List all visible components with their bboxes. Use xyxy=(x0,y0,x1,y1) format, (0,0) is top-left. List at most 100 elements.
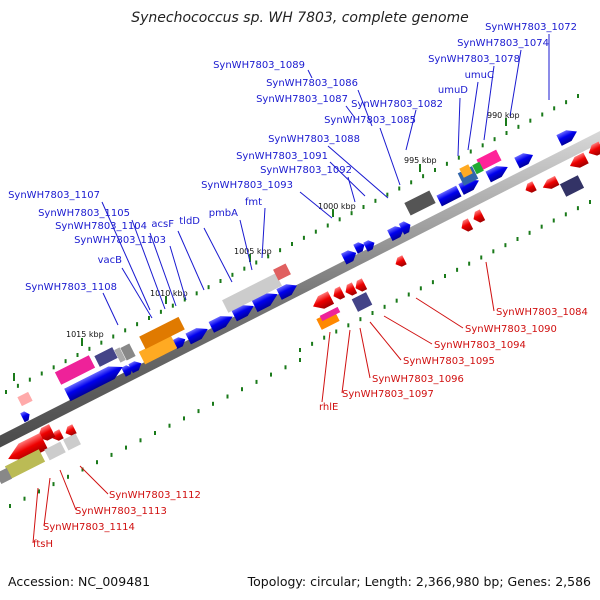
forward-gene-labels: SynWH7803_1072 SynWH7803_1074 SynWH7803_… xyxy=(8,22,577,293)
gene-label-rhlE: rhlE xyxy=(319,402,338,413)
genome-summary-text: Topology: circular; Length: 2,366,980 bp… xyxy=(247,574,591,589)
forward-gene xyxy=(276,284,297,300)
gene-label-1114: SynWH7803_1114 xyxy=(43,522,135,533)
reverse-gene xyxy=(542,175,560,189)
tick-label-1010: 1010 kbp xyxy=(150,289,188,298)
reverse-strand-genes xyxy=(0,141,600,485)
tick-label-1005: 1005 kbp xyxy=(234,247,272,256)
gene-label-1113: SynWH7803_1113 xyxy=(75,506,167,517)
forward-gene xyxy=(185,328,208,345)
forward-gene xyxy=(120,343,136,361)
forward-gene xyxy=(231,305,254,322)
reverse-label-leaders xyxy=(32,261,495,544)
gene-label-1096: SynWH7803_1096 xyxy=(372,374,464,385)
gene-label-1072: SynWH7803_1072 xyxy=(485,22,577,33)
gene-label-1097: SynWH7803_1097 xyxy=(342,389,434,400)
gene-label-1078: SynWH7803_1078 xyxy=(428,54,520,65)
gene-label-umuD: umuD xyxy=(438,85,468,96)
gene-label-1074: SynWH7803_1074 xyxy=(457,38,549,49)
gene-label-1093: SynWH7803_1093 xyxy=(201,180,293,191)
forward-label-leaders xyxy=(101,34,550,326)
reverse-gene xyxy=(0,467,13,485)
reverse-gene xyxy=(395,255,407,267)
gene-label-ftsH: ftsH xyxy=(33,539,53,550)
tick-label-1015: 1015 kbp xyxy=(66,330,104,339)
gene-label-1087: SynWH7803_1087 xyxy=(256,94,348,105)
gene-label-1112: SynWH7803_1112 xyxy=(109,490,201,501)
forward-gene xyxy=(459,164,473,178)
forward-gene xyxy=(139,316,185,350)
gene-label-1094: SynWH7803_1094 xyxy=(434,340,526,351)
forward-gene xyxy=(114,347,126,363)
scale-tick-labels: 990 kbp 995 kbp 1000 kbp 1005 kbp 1010 k… xyxy=(66,111,520,339)
reverse-gene xyxy=(525,181,537,193)
gene-label-1091: SynWH7803_1091 xyxy=(236,151,328,162)
genome-backbone xyxy=(0,131,600,448)
scale-ticks xyxy=(5,94,591,508)
forward-gene xyxy=(251,293,278,313)
forward-gene xyxy=(472,161,484,175)
forward-gene xyxy=(485,166,508,183)
gene-label-1085: SynWH7803_1085 xyxy=(324,115,416,126)
reverse-gene xyxy=(345,282,358,296)
reverse-gene xyxy=(37,424,56,441)
forward-gene xyxy=(514,153,534,169)
tick-label-995: 995 kbp xyxy=(404,156,437,165)
tick-label-990: 990 kbp xyxy=(487,111,520,120)
gene-label-1084: SynWH7803_1084 xyxy=(496,307,588,318)
forward-gene xyxy=(404,190,436,216)
reverse-gene xyxy=(351,292,373,312)
forward-gene xyxy=(94,347,118,367)
reverse-gene xyxy=(333,286,346,300)
gene-label-umuC: umuC xyxy=(465,70,494,81)
reverse-gene xyxy=(44,441,66,461)
forward-gene xyxy=(353,242,365,254)
reverse-gene xyxy=(588,141,600,156)
reverse-gene xyxy=(569,152,589,168)
forward-gene xyxy=(54,355,96,385)
gene-label-1088: SynWH7803_1088 xyxy=(268,134,360,145)
gene-label-1105: SynWH7803_1105 xyxy=(38,208,130,219)
gene-label-1104: SynWH7803_1104 xyxy=(55,221,147,232)
reverse-gene xyxy=(63,433,81,451)
gene-label-acsF: acsF xyxy=(151,219,174,230)
gene-label-1089: SynWH7803_1089 xyxy=(213,60,305,71)
forward-gene xyxy=(556,130,577,146)
reverse-gene xyxy=(65,424,77,436)
gene-label-1090: SynWH7803_1090 xyxy=(465,324,557,335)
forward-gene xyxy=(20,411,30,423)
reverse-gene xyxy=(4,449,46,479)
gene-label-pmbA: pmbA xyxy=(209,208,238,219)
reverse-gene-labels: SynWH7803_1084 SynWH7803_1090 SynWH7803_… xyxy=(33,307,588,550)
reverse-gene xyxy=(461,218,474,232)
accession-text: Accession: NC_009481 xyxy=(8,574,150,589)
forward-gene xyxy=(208,316,233,333)
gene-label-fmt: fmt xyxy=(245,197,262,208)
forward-gene xyxy=(64,366,123,402)
gene-label-1095: SynWH7803_1095 xyxy=(403,356,495,367)
reverse-gene xyxy=(319,306,341,322)
tick-label-1000: 1000 kbp xyxy=(318,202,356,211)
reverse-gene xyxy=(559,175,585,197)
forward-gene xyxy=(363,240,375,252)
gene-label-tldD: tldD xyxy=(179,216,200,227)
gene-label-1108: SynWH7803_1108 xyxy=(25,282,117,293)
forward-gene xyxy=(387,226,405,241)
reverse-gene xyxy=(52,429,64,441)
gene-label-1082: SynWH7803_1082 xyxy=(351,99,443,110)
gene-label-1086: SynWH7803_1086 xyxy=(266,78,358,89)
reverse-gene xyxy=(313,291,335,309)
forward-gene xyxy=(398,221,411,235)
pseudogene-block xyxy=(273,263,291,281)
gene-label-1107: SynWH7803_1107 xyxy=(8,190,100,201)
pseudogene-block xyxy=(222,273,282,313)
gene-label-vacB: vacB xyxy=(98,255,123,266)
gene-label-1092: SynWH7803_1092 xyxy=(260,165,352,176)
reverse-gene xyxy=(473,209,486,223)
pseudogene-block xyxy=(17,391,33,407)
forward-gene xyxy=(341,250,357,265)
reverse-gene xyxy=(355,278,368,292)
map-title: Synechococcus sp. WH 7803, complete geno… xyxy=(131,10,469,26)
forward-gene xyxy=(436,185,462,207)
